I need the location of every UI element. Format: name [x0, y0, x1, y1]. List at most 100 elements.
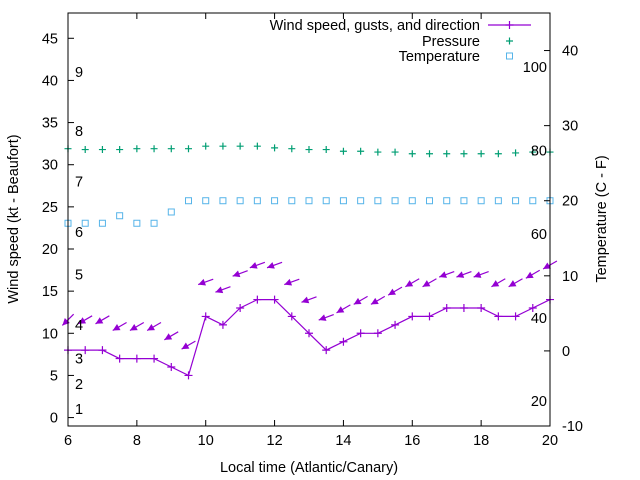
beaufort-label: 4: [75, 318, 83, 334]
legend-marker-pressure: [506, 37, 513, 45]
legend-label-temperature: Temperature: [399, 49, 480, 65]
y-tick-label: 15: [42, 284, 58, 300]
temperature-point: [236, 197, 244, 205]
wind-speed-point: [459, 304, 468, 312]
pressure-point: [167, 145, 175, 153]
wind-speed-point: [201, 312, 210, 321]
wind-speed-point: [150, 354, 159, 363]
wind-direction-arrow: [197, 278, 214, 286]
temperature-point: [288, 197, 296, 205]
wind-speed-point: [408, 312, 417, 321]
pressure-point: [150, 145, 158, 153]
wind-direction-arrow: [473, 270, 489, 278]
temperature-point: [133, 219, 141, 227]
temperature-point: [81, 219, 89, 227]
beaufort-label: 7: [75, 175, 83, 191]
arrow-head: [525, 271, 534, 279]
axis-ticks: 6 8 10 12 14 16 18 20051015202530354045-1001020…: [42, 13, 583, 449]
temperature-point: [494, 197, 502, 205]
y2-tick-label: 30: [562, 119, 578, 135]
wind-speed-point: [373, 329, 382, 338]
temperature-point: [460, 197, 468, 205]
x-tick-label: 8: [133, 433, 141, 449]
wind-direction-arrow: [387, 286, 403, 296]
arrow-head: [147, 324, 155, 331]
pressure-point: [494, 150, 502, 158]
fahrenheit-label: 20: [531, 394, 547, 410]
wind-speed-point: [391, 320, 400, 329]
arrow-head: [198, 278, 206, 286]
wind-direction-arrow: [112, 322, 127, 332]
arrow-head: [370, 297, 379, 305]
pressure-point: [288, 145, 296, 153]
temperature-point: [426, 197, 433, 205]
temperature-point: [374, 197, 382, 205]
arrow-head: [284, 278, 293, 286]
wind-speed-point: [132, 354, 141, 363]
wind-speed-point: [511, 312, 520, 321]
temperature-point: [339, 197, 347, 205]
pressure-point: [271, 144, 279, 152]
pressure-point: [305, 146, 313, 154]
y-axis-label-left: Wind speed (kt - Beaufort): [6, 134, 22, 303]
x-tick-label: 12: [267, 433, 283, 449]
wind-speed-point: [270, 295, 279, 304]
arrow-head: [456, 271, 465, 278]
arrow-head: [491, 280, 500, 287]
legend: Wind speed, gusts, and directionPressure…: [270, 18, 531, 65]
temperature-point: [271, 197, 279, 205]
wind-speed-point: [494, 312, 503, 321]
wind-direction-arrow: [422, 278, 437, 288]
y-tick-label: 30: [42, 158, 58, 174]
arrow-head: [473, 271, 482, 278]
wind-direction-arrow: [77, 315, 93, 325]
beaufort-label: 8: [75, 124, 83, 140]
wind-direction-arrow: [266, 261, 283, 269]
x-axis-label: Local time (Atlantic/Canary): [220, 460, 398, 476]
x-tick-label: 18: [473, 433, 489, 449]
temperature-point: [477, 197, 485, 205]
wind-speed-point: [356, 329, 365, 338]
legend-marker-temperature: [506, 52, 513, 60]
wind-speed-point: [184, 371, 193, 380]
temperature-point: [116, 212, 124, 220]
x-tick-label: 6: [64, 433, 72, 449]
legend-label-pressure: Pressure: [422, 34, 480, 50]
pressure-point: [116, 146, 124, 154]
wind-direction-arrow: [301, 296, 317, 304]
temperature-point: [357, 197, 365, 205]
wind-direction-arrow: [215, 286, 231, 294]
y2-tick-label: -10: [562, 419, 583, 435]
wind-direction-arrow: [249, 261, 266, 269]
x-tick-label: 10: [198, 433, 214, 449]
arrow-head: [181, 342, 190, 350]
beaufort-label: 2: [75, 377, 83, 393]
y2-tick-label: 0: [562, 344, 570, 360]
wind-speed-point: [425, 312, 434, 321]
arrow-head: [405, 280, 414, 287]
pressure-point: [219, 142, 227, 150]
arrow-head: [336, 306, 345, 313]
fahrenheit-label: 40: [531, 311, 547, 327]
wind-direction-arrow: [525, 269, 541, 279]
wind-direction-arrow: [284, 278, 300, 286]
wind-speed-point: [218, 320, 227, 329]
arrow-head: [301, 296, 310, 304]
y-tick-label: 35: [42, 116, 58, 132]
wind-direction-arrow: [508, 278, 523, 288]
wind-direction-arrow: [129, 322, 145, 332]
temperature-point: [167, 208, 175, 216]
wind-direction-arrow: [146, 322, 162, 332]
beaufort-label: 9: [75, 65, 83, 81]
y2-tick-label: 40: [562, 44, 578, 60]
wind-direction-arrow: [405, 278, 420, 288]
wind-speed-point: [167, 363, 176, 371]
x-tick-label: 14: [335, 433, 351, 449]
arrow-head: [508, 280, 517, 287]
legend-label-wind: Wind speed, gusts, and direction: [270, 18, 480, 34]
y-tick-label: 0: [50, 411, 58, 427]
pressure-point: [477, 150, 485, 158]
beaufort-label: 1: [75, 402, 83, 418]
arrow-head: [95, 317, 104, 324]
arrow-head: [164, 333, 173, 340]
